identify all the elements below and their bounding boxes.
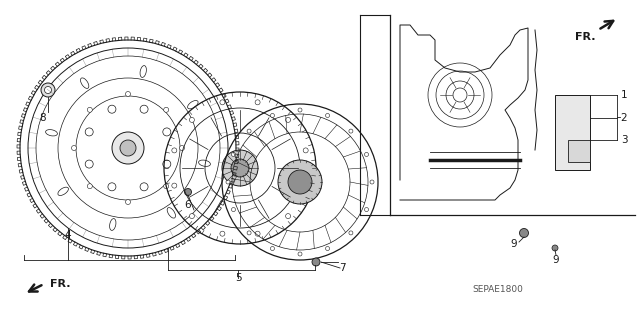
Text: 8: 8 xyxy=(40,113,46,123)
Circle shape xyxy=(349,231,353,235)
Circle shape xyxy=(231,159,249,177)
Circle shape xyxy=(349,129,353,133)
Text: SEPAE1800: SEPAE1800 xyxy=(472,286,524,294)
Circle shape xyxy=(125,92,131,97)
Circle shape xyxy=(303,148,308,153)
Circle shape xyxy=(189,214,195,219)
Text: 3: 3 xyxy=(621,135,627,145)
Text: 2: 2 xyxy=(621,113,627,123)
Circle shape xyxy=(87,107,92,112)
Circle shape xyxy=(108,105,116,113)
Text: FR.: FR. xyxy=(575,32,596,42)
Circle shape xyxy=(232,152,236,156)
Circle shape xyxy=(365,152,369,156)
Text: 7: 7 xyxy=(339,263,346,273)
Bar xyxy=(568,140,590,162)
Circle shape xyxy=(140,183,148,191)
Circle shape xyxy=(72,145,77,151)
Circle shape xyxy=(87,184,92,189)
Text: 4: 4 xyxy=(65,230,71,240)
Circle shape xyxy=(112,132,144,164)
Circle shape xyxy=(164,107,169,112)
Circle shape xyxy=(285,214,291,219)
Circle shape xyxy=(140,105,148,113)
Circle shape xyxy=(164,184,169,189)
Circle shape xyxy=(271,247,275,250)
Circle shape xyxy=(285,117,291,122)
Ellipse shape xyxy=(58,187,68,196)
Circle shape xyxy=(222,150,258,186)
Circle shape xyxy=(298,252,302,256)
Ellipse shape xyxy=(140,66,147,78)
Text: 9: 9 xyxy=(511,239,517,249)
Circle shape xyxy=(85,160,93,168)
Circle shape xyxy=(41,83,55,97)
Ellipse shape xyxy=(45,130,58,136)
Circle shape xyxy=(125,199,131,204)
Circle shape xyxy=(255,100,260,105)
Circle shape xyxy=(220,231,225,236)
Circle shape xyxy=(172,183,177,188)
Ellipse shape xyxy=(188,100,198,109)
Circle shape xyxy=(365,208,369,211)
Circle shape xyxy=(120,140,136,156)
Circle shape xyxy=(247,231,251,235)
Circle shape xyxy=(312,258,320,266)
Circle shape xyxy=(45,86,51,93)
Circle shape xyxy=(85,128,93,136)
Circle shape xyxy=(520,228,529,238)
Circle shape xyxy=(552,245,558,251)
Circle shape xyxy=(220,100,225,105)
Circle shape xyxy=(326,114,330,117)
Circle shape xyxy=(232,208,236,211)
Text: 1: 1 xyxy=(621,90,627,100)
Circle shape xyxy=(163,160,171,168)
Bar xyxy=(555,95,590,170)
Circle shape xyxy=(179,145,184,151)
Circle shape xyxy=(278,160,322,204)
Circle shape xyxy=(108,183,116,191)
Text: 6: 6 xyxy=(185,200,191,210)
Ellipse shape xyxy=(198,160,211,167)
Circle shape xyxy=(184,189,191,196)
Circle shape xyxy=(271,114,275,117)
Circle shape xyxy=(326,247,330,250)
Circle shape xyxy=(303,183,308,188)
Ellipse shape xyxy=(109,219,116,230)
Circle shape xyxy=(163,128,171,136)
Text: 5: 5 xyxy=(235,273,241,283)
Circle shape xyxy=(247,129,251,133)
Circle shape xyxy=(298,108,302,112)
Text: FR.: FR. xyxy=(50,279,70,289)
Circle shape xyxy=(172,148,177,153)
Circle shape xyxy=(288,170,312,194)
Circle shape xyxy=(226,180,230,184)
Circle shape xyxy=(370,180,374,184)
Circle shape xyxy=(189,117,195,122)
Circle shape xyxy=(255,231,260,236)
Ellipse shape xyxy=(81,78,89,88)
Ellipse shape xyxy=(167,208,175,218)
Text: 9: 9 xyxy=(553,255,559,265)
